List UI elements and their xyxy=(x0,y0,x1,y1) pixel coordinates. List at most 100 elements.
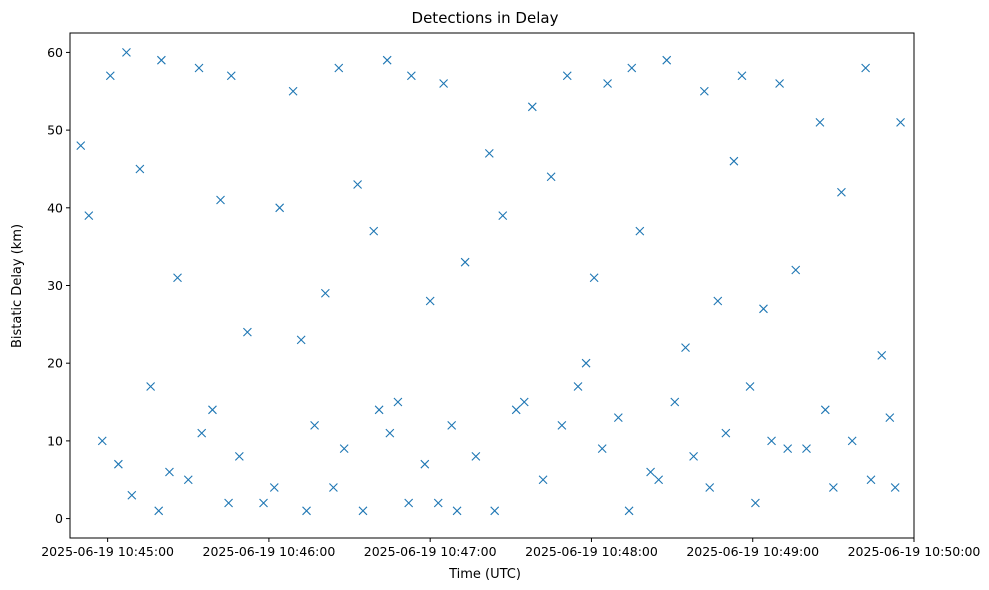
detection-point xyxy=(866,475,876,485)
y-tick-label: 40 xyxy=(47,200,63,215)
detection-point xyxy=(705,483,715,492)
detection-point xyxy=(713,296,723,306)
chart-title: Detections in Delay xyxy=(412,9,559,27)
detection-point xyxy=(358,506,368,516)
detection-point xyxy=(828,483,838,492)
detection-point xyxy=(320,288,330,298)
detection-point xyxy=(113,459,123,469)
detection-point xyxy=(767,436,776,446)
y-tick-label: 30 xyxy=(47,278,63,293)
detection-point xyxy=(603,79,612,88)
y-tick-label: 10 xyxy=(47,433,63,448)
detection-point xyxy=(699,86,709,96)
detection-point xyxy=(447,420,457,430)
detection-point xyxy=(519,397,529,407)
detection-point xyxy=(837,187,846,197)
detection-point xyxy=(635,226,645,236)
detection-point xyxy=(627,63,637,73)
detection-point xyxy=(802,444,811,454)
detection-point xyxy=(353,180,362,189)
y-axis-ticks: 0 10 20 30 40 50 60 xyxy=(47,45,70,526)
detection-point xyxy=(382,55,392,65)
detection-point xyxy=(452,506,462,516)
detection-point xyxy=(745,382,755,391)
detection-point xyxy=(165,467,174,477)
detection-point xyxy=(573,382,583,391)
detection-point xyxy=(527,102,537,112)
detection-point xyxy=(624,506,634,516)
x-tick-label: 2025-06-19 10:48:00 xyxy=(525,544,658,559)
detection-point xyxy=(329,483,338,492)
detection-point xyxy=(581,358,591,368)
detection-point xyxy=(662,55,672,65)
x-tick-label: 2025-06-19 10:46:00 xyxy=(203,544,336,559)
detection-point xyxy=(393,397,403,407)
detection-point xyxy=(208,405,217,415)
detection-point xyxy=(288,86,298,96)
detection-point xyxy=(820,405,830,415)
detection-point xyxy=(275,203,285,213)
detection-point xyxy=(815,117,825,127)
detection-point xyxy=(105,71,115,81)
x-tick-label: 2025-06-19 10:50:00 xyxy=(848,544,981,559)
detection-point xyxy=(597,444,607,454)
detection-point xyxy=(234,452,244,461)
x-axis-ticks: 2025-06-19 10:45:00 2025-06-19 10:46:00 20… xyxy=(41,538,980,559)
detection-point xyxy=(783,444,793,454)
detection-point xyxy=(885,413,895,422)
x-tick-label: 2025-06-19 10:49:00 xyxy=(686,544,819,559)
detection-point xyxy=(490,506,500,516)
detection-point xyxy=(439,79,449,88)
detection-point xyxy=(433,498,443,508)
detection-point xyxy=(484,149,494,158)
detection-point xyxy=(775,79,784,88)
y-axis-label: Bistatic Delay (km) xyxy=(10,224,25,348)
detection-point xyxy=(197,428,207,438)
detection-point xyxy=(183,475,193,485)
detection-point xyxy=(296,335,306,345)
detection-point xyxy=(406,71,416,81)
detection-point xyxy=(877,351,887,360)
data-points xyxy=(76,48,905,516)
detection-point xyxy=(157,55,166,65)
detection-point xyxy=(135,164,145,174)
plot-area-frame xyxy=(69,32,915,539)
detection-point xyxy=(670,397,680,407)
detection-point xyxy=(226,71,236,81)
detection-point xyxy=(194,63,204,73)
y-tick-label: 60 xyxy=(47,45,63,60)
detection-point xyxy=(751,498,760,508)
detection-point xyxy=(498,211,508,220)
detection-point xyxy=(334,63,344,73)
detection-point xyxy=(689,452,698,461)
detection-point xyxy=(97,436,107,446)
detection-point xyxy=(216,195,225,205)
detection-point xyxy=(861,63,871,73)
detection-point xyxy=(84,211,94,220)
detection-point xyxy=(404,498,414,508)
detection-point xyxy=(646,467,655,477)
detection-point xyxy=(154,506,164,516)
detection-point xyxy=(420,459,430,469)
detection-point xyxy=(385,428,395,438)
detection-point xyxy=(471,452,481,461)
detection-point xyxy=(269,483,279,492)
detection-point xyxy=(613,413,623,422)
detection-point xyxy=(562,71,572,81)
y-tick-label: 20 xyxy=(47,356,63,371)
detection-point xyxy=(557,420,567,430)
y-tick-label: 0 xyxy=(55,511,63,526)
detection-point xyxy=(122,48,131,57)
detection-point xyxy=(589,273,599,283)
detection-point xyxy=(791,265,801,275)
x-axis-label: Time (UTC) xyxy=(448,567,521,582)
detection-point xyxy=(339,444,349,454)
detection-point xyxy=(146,382,156,391)
detection-point xyxy=(76,141,86,151)
detection-point xyxy=(425,296,435,306)
detection-point xyxy=(681,343,690,353)
detection-point xyxy=(310,420,319,430)
detection-point xyxy=(460,257,470,267)
